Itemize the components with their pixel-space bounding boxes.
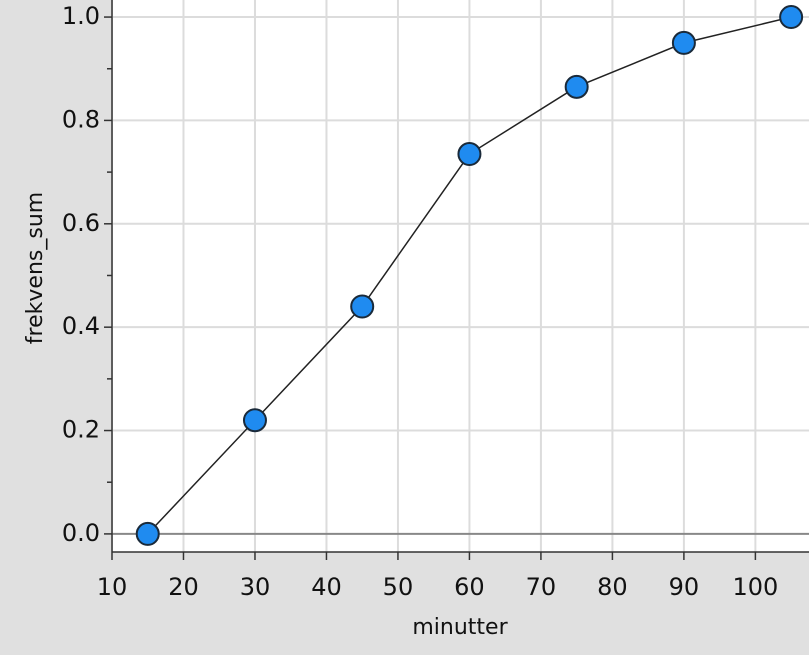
x-tick-label: 80 [597, 573, 628, 601]
x-tick-label: 90 [669, 573, 700, 601]
data-point [350, 294, 375, 319]
x-axis-title: minutter [412, 615, 508, 640]
data-point [671, 30, 696, 55]
x-tick-label: 30 [240, 573, 271, 601]
x-tick-label: 10 [97, 573, 128, 601]
y-tick-label: 0.0 [62, 519, 100, 547]
y-tick-label: 0.4 [62, 312, 100, 340]
y-tick-label: 0.8 [62, 105, 100, 133]
data-point [242, 408, 267, 433]
y-axis-title: frekvens_sum [23, 192, 48, 344]
x-tick-label: 20 [168, 573, 199, 601]
y-tick-label: 1.0 [62, 2, 100, 30]
data-point [779, 5, 804, 30]
x-tick-label: 50 [383, 573, 414, 601]
x-tick-label: 100 [732, 573, 778, 601]
x-tick-label: 70 [526, 573, 557, 601]
data-point [564, 74, 589, 99]
x-tick-label: 40 [311, 573, 342, 601]
y-tick-label: 0.6 [62, 209, 100, 237]
plot-area [112, 0, 809, 552]
y-tick-label: 0.2 [62, 416, 100, 444]
data-point [135, 521, 160, 546]
x-tick-label: 60 [454, 573, 485, 601]
data-point [457, 142, 482, 167]
